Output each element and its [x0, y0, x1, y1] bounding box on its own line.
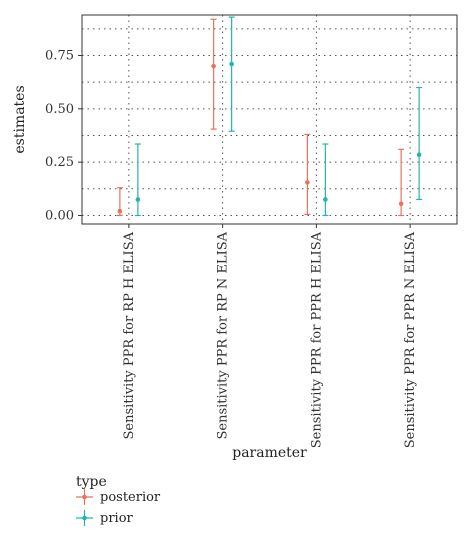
legend-title: type [76, 474, 107, 490]
legend-item-posterior: posterior [76, 489, 161, 505]
estimate-point [305, 180, 310, 185]
legend-key-point [82, 494, 87, 500]
x-tick-label: Sensitivity PPR for PPR N ELISA [403, 231, 418, 448]
y-axis-title: estimates [12, 85, 28, 153]
x-tick-label: Sensitivity PPR for RP N ELISA [216, 231, 231, 439]
estimate-point [135, 197, 141, 202]
legend-label: prior [100, 511, 134, 526]
legend-label: posterior [100, 490, 161, 505]
estimate-point [229, 61, 234, 67]
estimate-point [117, 208, 123, 214]
x-axis: Sensitivity PPR for RP H ELISA Sensitivit… [122, 224, 418, 448]
series-posterior [116, 18, 405, 217]
legend: type posterior prior [76, 474, 161, 526]
y-axis: 0.00 0.25 0.50 0.75 [45, 49, 82, 223]
estimate-point [211, 63, 216, 69]
legend-item-prior: prior [76, 510, 134, 526]
x-axis-title: parameter [232, 445, 307, 461]
estimate-point [323, 197, 328, 202]
estimate-point [416, 152, 422, 157]
x-tick-label: Sensitivity PPR for RP H ELISA [122, 231, 137, 439]
y-tick-label: 0.75 [45, 49, 74, 64]
y-tick-label: 0.25 [45, 155, 74, 170]
legend-key-point [82, 515, 87, 521]
x-tick-label: Sensitivity PPR for PPR H ELISA [309, 231, 324, 448]
y-tick-label: 0.00 [45, 208, 74, 223]
panel-border [81, 14, 458, 225]
grid [82, 15, 457, 224]
chart-marks [116, 16, 423, 217]
estimate-point [398, 201, 404, 207]
y-tick-label: 0.50 [45, 102, 74, 117]
series-prior [134, 16, 423, 217]
